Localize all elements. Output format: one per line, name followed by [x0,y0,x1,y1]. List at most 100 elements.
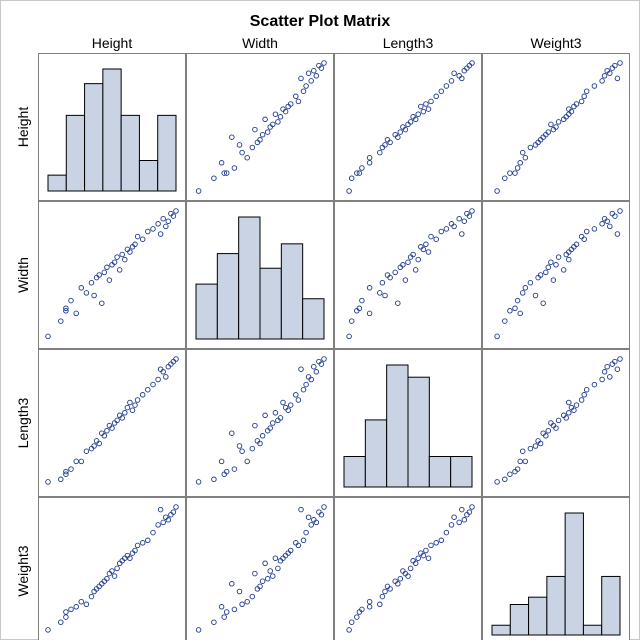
scatter-point [122,256,128,263]
scatter-point [519,290,526,296]
scatter-point [139,236,146,242]
scatter-point [316,62,322,69]
scatter-point [382,292,388,299]
scatter-point [550,277,557,283]
histogram-bar [216,253,240,340]
scatter-point [252,126,258,133]
scatter-point [109,568,115,574]
scatter-point [555,254,562,260]
scatter-point [127,555,133,561]
scatter-point [527,144,534,151]
scatter-point [229,581,235,587]
scatter-point [583,228,590,235]
panels [38,53,630,640]
histogram-bar [509,604,530,636]
scatter-point [377,149,383,156]
row-labels: Height Width Length3 Weight3 [15,107,31,597]
scatter-point [308,522,314,528]
scatter-point [305,514,312,520]
panel-length3-vs-width [186,349,334,497]
scatter-point [58,476,64,483]
scatter-point [466,509,473,515]
scatter-point [277,415,284,421]
row-label-weight3: Weight3 [15,545,31,596]
scatter-point [165,218,172,224]
panel-frame [482,53,630,201]
chart-title: Scatter Plot Matrix [250,13,391,30]
scatter-point [321,60,327,66]
scatter-point [366,154,373,161]
scatter-point [127,249,133,255]
scatter-point [382,142,388,148]
scatter-point [423,241,429,248]
scatter-point [384,137,391,143]
scatter-point [502,318,508,324]
panel-width-vs-width [186,201,334,349]
scatter-point [410,558,416,564]
scatter-point [614,231,621,237]
scatter-point [563,415,569,421]
scatter-point [259,131,266,138]
scatter-point [410,251,416,258]
scatter-point [272,111,279,117]
scatter-point [163,514,169,520]
panel-frame [482,201,630,349]
scatter-point [617,208,623,214]
scatter-point [469,504,475,510]
scatter-point [599,221,605,227]
panel-length3-vs-weight3 [482,349,630,497]
panel-height-vs-length3 [334,53,482,201]
scatter-point [443,529,450,536]
scatter-point [346,188,352,194]
scatter-point [438,228,445,235]
scatter-point [231,606,238,613]
row-label-width: Width [15,257,31,293]
scatter-point [173,356,179,362]
scatter-point [356,170,363,176]
scatter-point [293,93,299,100]
scatter-point [236,588,243,595]
scatter-point [63,468,69,475]
scatter-point [63,609,69,615]
histogram-bar [120,114,140,192]
scatter-point [285,407,291,413]
scatter-point [578,98,585,105]
scatter-point [543,269,549,276]
scatter-point [459,506,465,513]
scatter-point [555,119,562,125]
histogram-bar [47,174,67,192]
scatter-point [150,381,156,388]
scatter-point [418,550,424,556]
histogram-bar [302,298,325,340]
scatter-point [377,601,383,608]
scatter-point [139,392,146,398]
scatter-point [459,75,465,82]
scatter-point [124,404,131,411]
scatter-point [129,407,136,413]
scatter-point [522,285,529,291]
scatter-point [160,215,166,222]
scatter-point [321,356,327,362]
scatter-point [157,231,164,237]
histogram-bar [491,624,511,636]
scatter-point [379,593,386,600]
scatter-point [257,583,263,590]
scatter-point [104,264,110,271]
scatter-point [229,430,235,436]
scatter-point [68,297,74,304]
scatter-point [377,290,383,296]
scatter-point [58,318,64,324]
histogram-bar [407,376,430,488]
scatter-point [366,310,373,317]
scatter-point [405,573,411,579]
scatter-point [157,506,164,513]
scatter-point [591,226,598,232]
scatter-point [109,425,115,431]
panel-frame [38,201,186,349]
scatter-point [522,154,529,161]
scatter-point [514,165,521,171]
scatter-point [83,601,90,608]
panel-frame [186,497,334,640]
scatter-point [303,83,309,89]
scatter-point [134,542,141,549]
